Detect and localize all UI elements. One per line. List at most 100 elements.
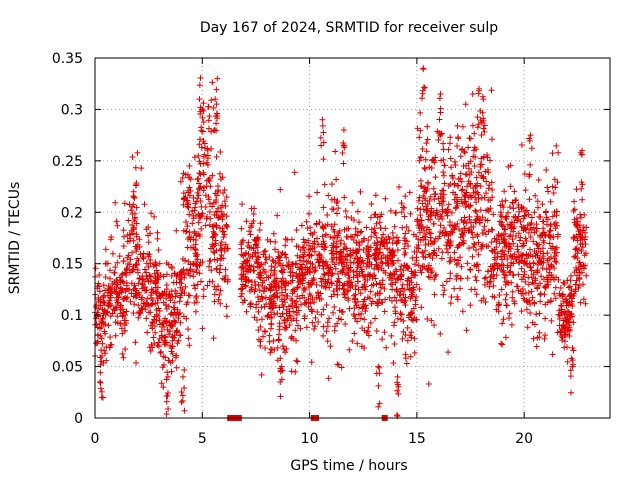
data-point [257, 342, 264, 349]
data-point [579, 147, 586, 154]
data-point [325, 276, 332, 283]
data-point [471, 144, 478, 151]
data-point [420, 192, 427, 199]
data-point [573, 221, 580, 228]
data-point [383, 239, 390, 246]
data-point [196, 270, 203, 277]
data-point [571, 253, 578, 260]
data-point [553, 244, 560, 251]
data-point [278, 289, 285, 296]
data-point [398, 285, 405, 292]
data-point [575, 246, 582, 253]
data-point [106, 344, 113, 351]
data-point [252, 285, 259, 292]
data-point [469, 253, 476, 260]
data-point [359, 238, 366, 245]
data-point [136, 309, 143, 316]
data-point [573, 277, 580, 284]
data-point [167, 311, 174, 318]
data-point [222, 272, 229, 279]
data-point [422, 236, 429, 243]
data-point [320, 323, 327, 330]
data-point [488, 87, 495, 94]
data-point [223, 193, 230, 200]
data-point [475, 239, 482, 246]
data-point [121, 233, 128, 240]
data-point [478, 161, 485, 168]
data-point [463, 220, 470, 227]
data-point [308, 359, 315, 366]
data-point [398, 200, 405, 207]
data-point [480, 295, 487, 302]
data-point [278, 278, 285, 285]
data-point [315, 259, 322, 266]
data-point [301, 294, 308, 301]
data-point [327, 343, 334, 350]
data-point [503, 243, 510, 250]
data-point [567, 283, 574, 290]
data-point [549, 150, 556, 157]
data-point [167, 293, 174, 300]
data-point [129, 249, 136, 256]
data-point [479, 241, 486, 248]
data-point [200, 171, 207, 178]
data-point [271, 293, 278, 300]
data-point [425, 380, 432, 387]
data-point [213, 127, 220, 134]
data-point [448, 209, 455, 216]
data-point [97, 385, 104, 392]
data-point [422, 156, 429, 163]
data-point [346, 346, 353, 353]
data-point [343, 213, 350, 220]
data-point [504, 302, 511, 309]
data-point [171, 299, 178, 306]
data-point [261, 268, 268, 275]
data-point [410, 317, 417, 324]
data-point [523, 298, 530, 305]
data-point [373, 234, 380, 241]
data-point [486, 157, 493, 164]
data-point [346, 274, 353, 281]
data-point [549, 351, 556, 358]
data-point [198, 124, 205, 131]
data-point [422, 197, 429, 204]
data-point [362, 277, 369, 284]
data-point [574, 237, 581, 244]
data-point [488, 179, 495, 186]
data-point [437, 131, 444, 138]
data-point [461, 149, 468, 156]
data-point [415, 245, 422, 252]
data-point [556, 315, 563, 322]
data-point [474, 114, 481, 121]
data-point [440, 146, 447, 153]
data-point [162, 334, 169, 341]
data-point [121, 200, 128, 207]
data-point [424, 266, 431, 273]
data-point [127, 207, 134, 214]
data-point [158, 328, 165, 335]
data-point [337, 249, 344, 256]
y-tick-label: 0.1 [61, 308, 83, 324]
data-point [373, 256, 380, 263]
data-point [341, 241, 348, 248]
data-point [334, 243, 341, 250]
data-point [429, 267, 436, 274]
data-point [548, 317, 555, 324]
data-point [406, 286, 413, 293]
data-point [513, 197, 520, 204]
data-point [527, 132, 534, 139]
data-point [334, 361, 341, 368]
data-point [353, 272, 360, 279]
data-point [350, 259, 357, 266]
data-point [417, 222, 424, 229]
data-point [548, 297, 555, 304]
data-point [104, 289, 111, 296]
data-point [474, 124, 481, 131]
data-point [210, 233, 217, 240]
data-point [359, 325, 366, 332]
data-point [184, 244, 191, 251]
data-point [211, 298, 218, 305]
data-point [542, 315, 549, 322]
data-point [307, 230, 314, 237]
data-point [261, 303, 268, 310]
